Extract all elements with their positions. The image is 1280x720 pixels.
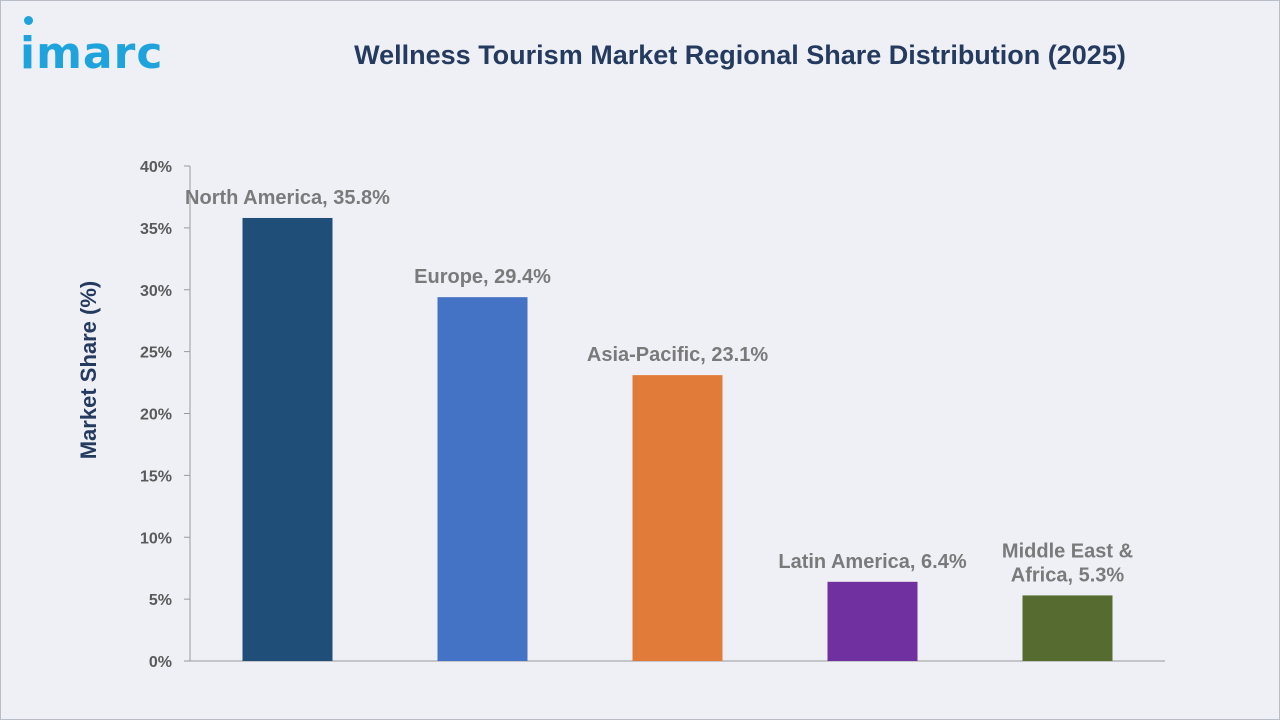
bar-latin-america bbox=[827, 581, 918, 661]
data-label: Asia-Pacific, 23.1% bbox=[587, 344, 768, 366]
data-label: Africa, 5.3% bbox=[1011, 564, 1125, 586]
y-tick-label: 10% bbox=[140, 530, 172, 547]
bar-north-america bbox=[242, 217, 333, 661]
y-tick-label: 35% bbox=[140, 221, 172, 238]
chart-title: Wellness Tourism Market Regional Share D… bbox=[354, 40, 1126, 70]
data-label: Middle East & bbox=[1002, 540, 1133, 562]
bar-europe bbox=[437, 297, 528, 661]
y-tick-label: 25% bbox=[140, 345, 172, 362]
data-label: Latin America, 6.4% bbox=[778, 551, 966, 573]
logo-text: imarc bbox=[20, 28, 164, 79]
y-tick-label: 5% bbox=[149, 592, 172, 609]
bar-asia-pacific bbox=[632, 375, 723, 661]
y-tick-label: 15% bbox=[140, 468, 172, 485]
y-tick-label: 40% bbox=[140, 159, 172, 176]
logo-dot-icon bbox=[24, 16, 33, 25]
y-axis-title: Market Share (%) bbox=[76, 281, 101, 460]
data-label: North America, 35.8% bbox=[185, 187, 390, 209]
y-tick-label: 0% bbox=[149, 654, 172, 671]
y-tick-label: 20% bbox=[140, 407, 172, 424]
data-label: Europe, 29.4% bbox=[414, 266, 551, 288]
y-tick-label: 30% bbox=[140, 283, 172, 300]
imarc-logo: imarc bbox=[20, 12, 210, 84]
bar-middle-east-africa bbox=[1022, 595, 1113, 661]
